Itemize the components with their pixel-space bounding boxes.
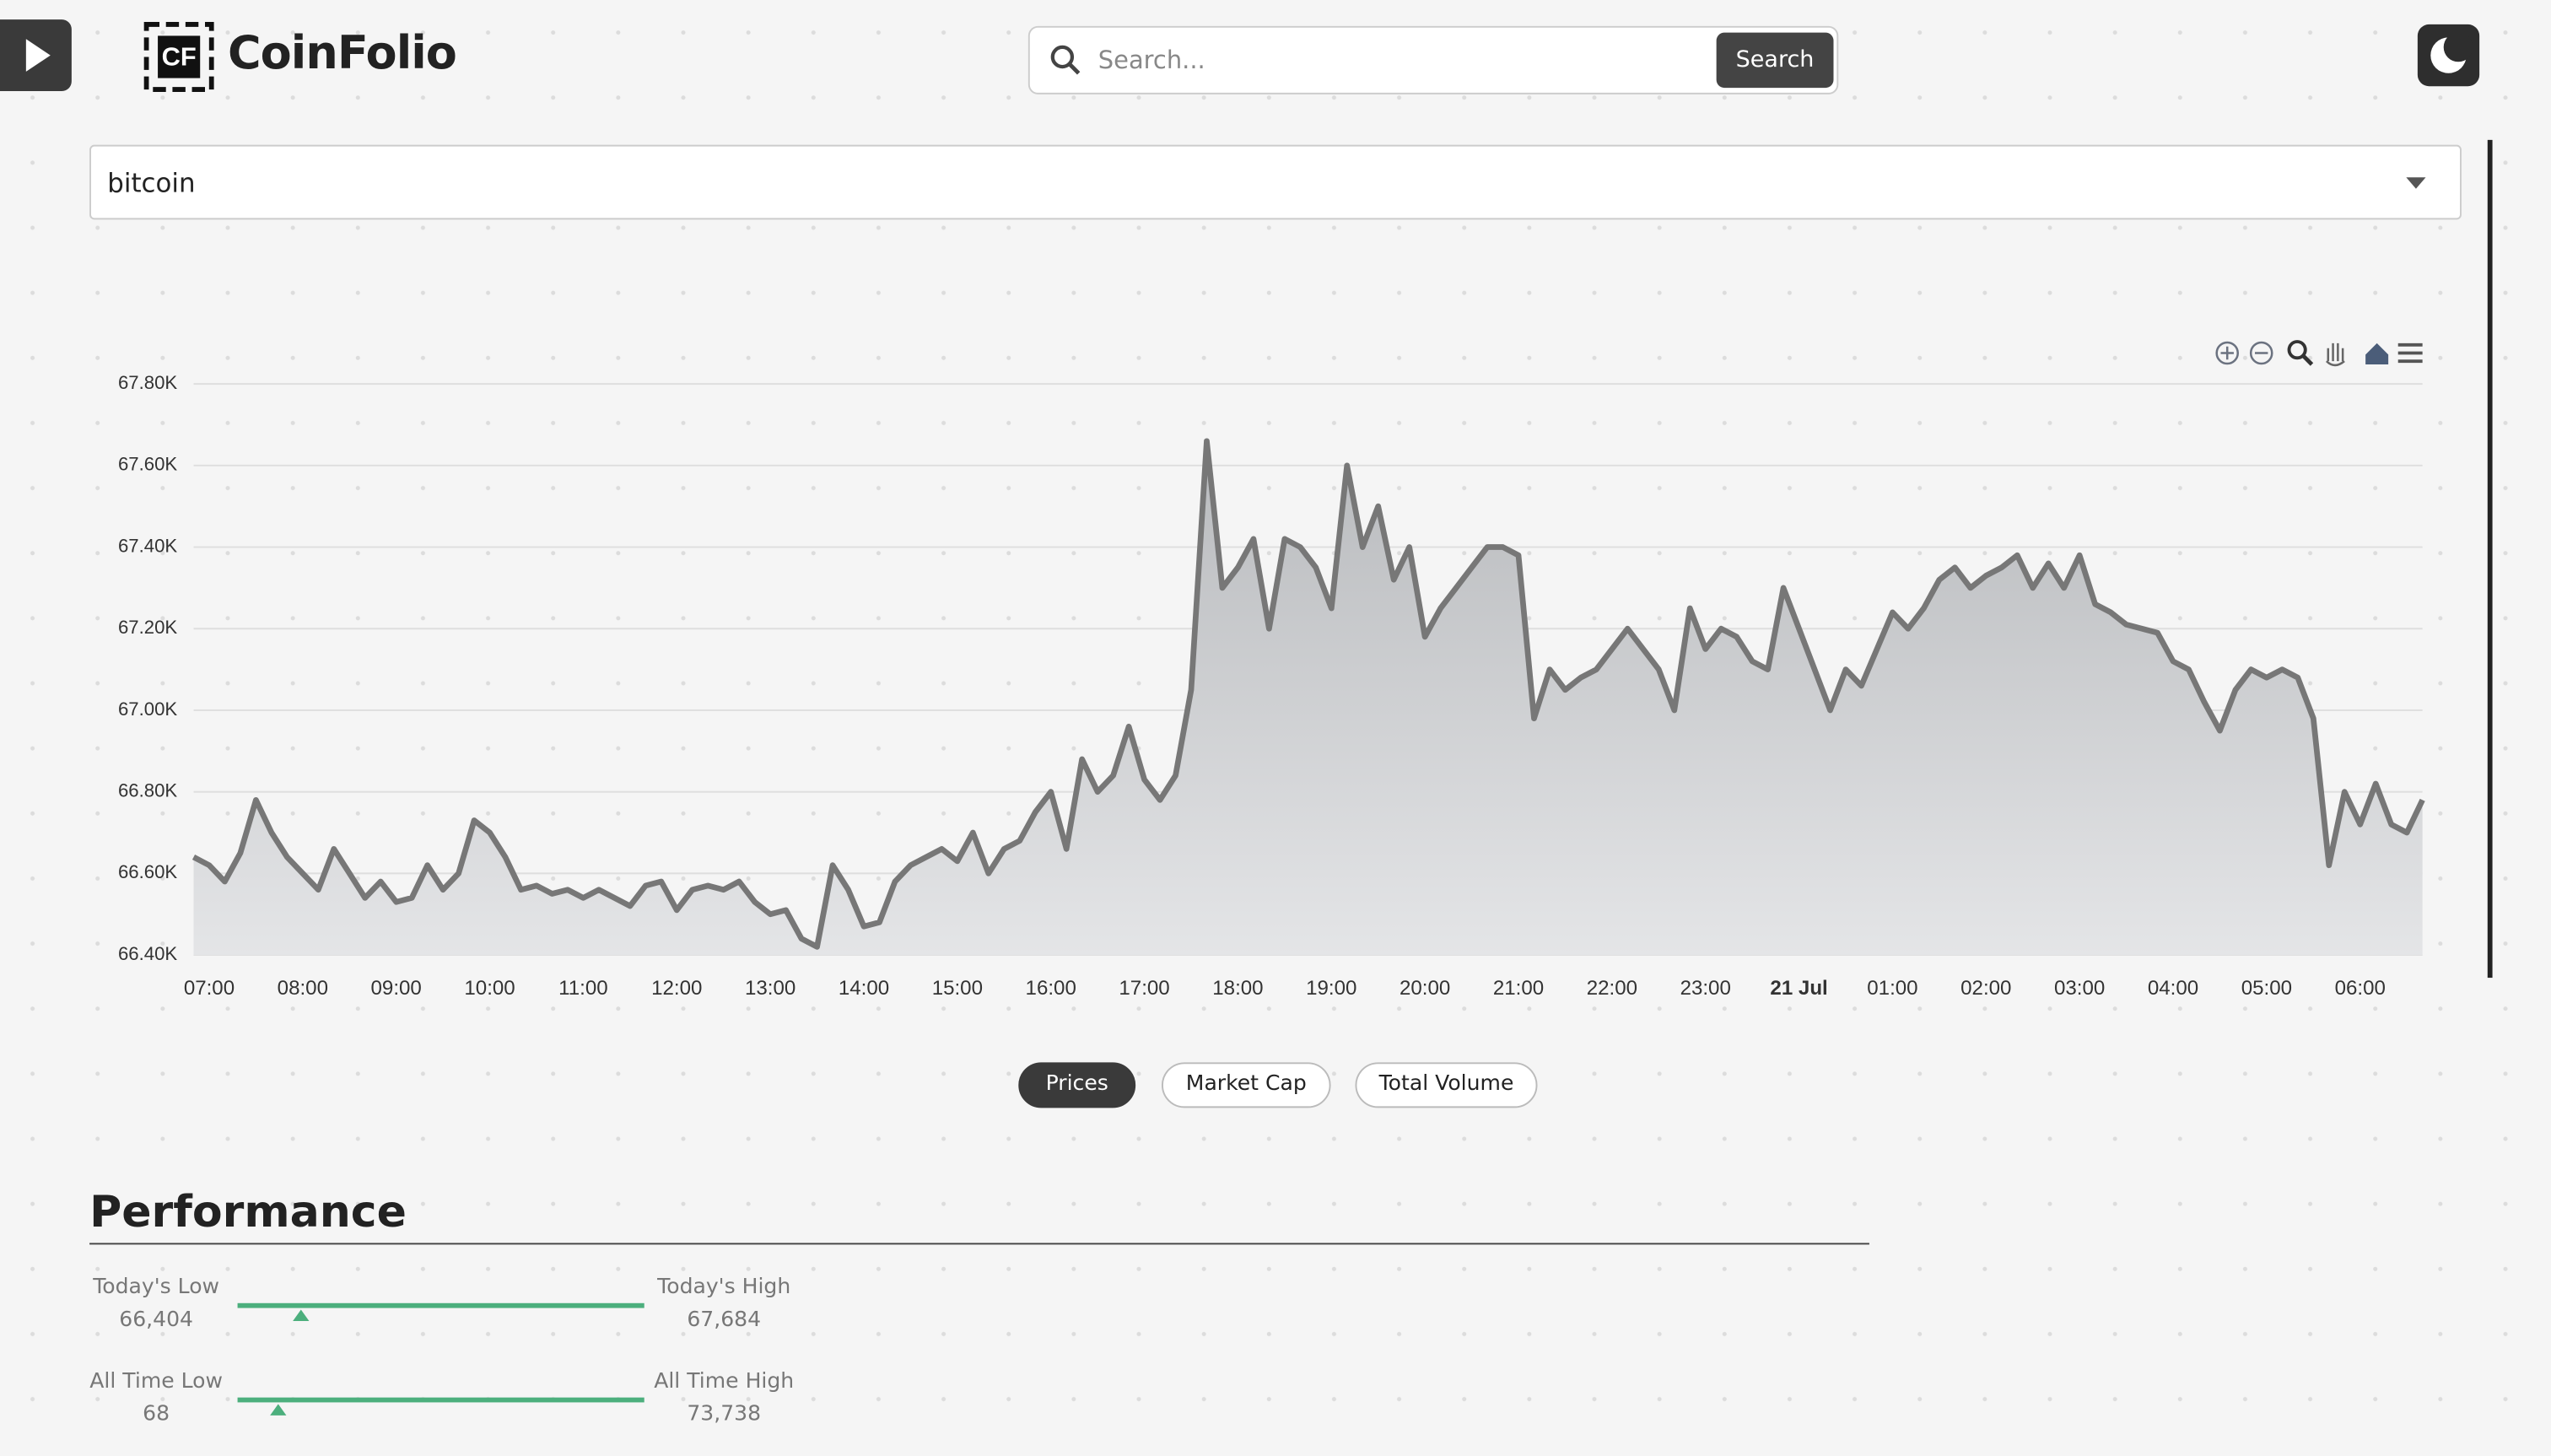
x-tick-label: 02:00: [1960, 977, 2011, 1000]
menu[interactable]: [2397, 342, 2423, 364]
search-icon: [1050, 45, 1081, 75]
dropdown-arrow: [2406, 177, 2426, 189]
x-tick-label: 09:00: [371, 977, 422, 1000]
x-tick-label: 07:00: [184, 977, 235, 1000]
y-tick-label: 66.40K: [118, 943, 177, 964]
x-tick-label: 16:00: [1026, 977, 1076, 1000]
price-chart: 66.40K 66.60K 66.80K 67.00K 67.20K 67.40K 67.6…: [118, 340, 2425, 1000]
x-tick-label: 04:00: [2148, 977, 2198, 1000]
brand: CoinFolio: [227, 25, 457, 80]
search-placeholder: Search...: [1098, 45, 1205, 75]
high-label: Today's High: [657, 1275, 791, 1300]
x-tick-label: 12:00: [651, 977, 702, 1000]
range-marker: [293, 1309, 310, 1321]
x-tick-label: 18:00: [1212, 977, 1263, 1000]
play-icon: [25, 39, 51, 72]
search-button[interactable]: Search: [1716, 32, 1834, 89]
low-value: 68: [143, 1402, 170, 1427]
performance-title: Performance: [89, 1187, 407, 1238]
low-value: 66,404: [119, 1308, 194, 1333]
pan[interactable]: [2325, 342, 2345, 367]
scrollbar: [2487, 139, 2493, 979]
y-tick-label: 66.60K: [118, 861, 177, 882]
x-tick-label: 15:00: [932, 977, 983, 1000]
x-tick-label: 06:00: [2335, 977, 2386, 1000]
y-tick-label: 67.80K: [118, 372, 177, 393]
low-label: All Time Low: [89, 1369, 224, 1394]
x-tick-label: 05:00: [2241, 977, 2292, 1000]
range-marker: [270, 1404, 287, 1416]
divider: [89, 1243, 1869, 1245]
x-tick-label: 11:00: [558, 977, 608, 1000]
x-tick-label: 21:00: [1493, 977, 1544, 1000]
x-tick-label: 08:00: [278, 977, 328, 1000]
zoom-out[interactable]: [2249, 341, 2273, 365]
x-tick-label: 21 Jul: [1770, 977, 1827, 1000]
sidebar-toggle[interactable]: [0, 19, 72, 91]
x-tick-label: 22:00: [1587, 977, 1637, 1000]
search-box[interactable]: Search... Search: [1027, 25, 1839, 94]
range-bar: [237, 1397, 644, 1403]
x-tick-label: 19:00: [1306, 977, 1356, 1000]
tab-button[interactable]: Market Cap: [1161, 1062, 1331, 1108]
price-area: [193, 440, 2423, 956]
range-bar: [237, 1302, 644, 1308]
x-tick-label: 01:00: [1867, 977, 1917, 1000]
low-label: Today's Low: [93, 1275, 220, 1300]
x-tick-label: 20:00: [1400, 977, 1450, 1000]
x-tick-label: 03:00: [2054, 977, 2105, 1000]
x-tick-label: 14:00: [839, 977, 889, 1000]
zoom-select[interactable]: [2287, 340, 2307, 360]
svg-text:CF: CF: [162, 42, 197, 72]
high-value: 73,738: [687, 1402, 762, 1427]
tab-button[interactable]: Total Volume: [1355, 1062, 1538, 1108]
x-tick-label: 13:00: [745, 977, 796, 1000]
x-tick-label: 10:00: [464, 977, 515, 1000]
y-tick-label: 67.20K: [118, 617, 177, 638]
zoom-in[interactable]: [2215, 341, 2240, 365]
coin-select-value: bitcoin: [107, 167, 196, 199]
x-tick-label: 17:00: [1119, 977, 1169, 1000]
tab-button[interactable]: Prices: [1018, 1062, 1136, 1108]
chart-toolbar: [2215, 340, 2423, 367]
high-value: 67,684: [687, 1308, 762, 1333]
high-label: All Time High: [654, 1369, 795, 1394]
theme-toggle[interactable]: [2417, 24, 2480, 87]
x-tick-label: 23:00: [1680, 977, 1731, 1000]
y-tick-label: 67.40K: [118, 535, 177, 556]
reset[interactable]: [2365, 342, 2389, 364]
price-line: [191, 438, 2425, 950]
y-tick-label: 67.00K: [118, 698, 177, 720]
y-tick-label: 66.80K: [118, 780, 177, 801]
moon-icon: [2430, 32, 2473, 73]
y-tick-label: 67.60K: [118, 454, 177, 475]
logo: CF: [143, 22, 214, 92]
coin-select[interactable]: bitcoin: [89, 144, 2462, 220]
